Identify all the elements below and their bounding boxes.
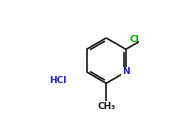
Text: N: N bbox=[122, 67, 130, 76]
Text: Cl: Cl bbox=[130, 35, 140, 44]
Text: CH₃: CH₃ bbox=[97, 102, 115, 111]
Text: HCl: HCl bbox=[50, 76, 67, 85]
